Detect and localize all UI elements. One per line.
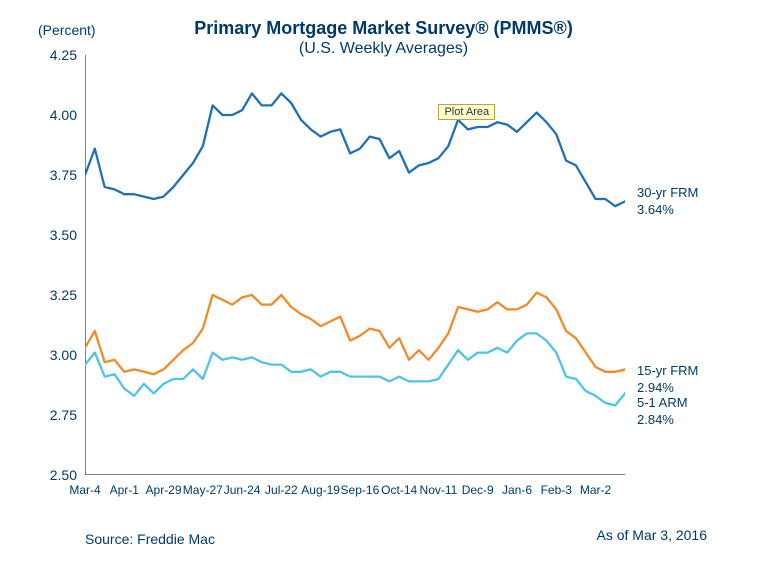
x-tick-label: May-27 <box>183 483 223 497</box>
y-tick-label: 2.75 <box>37 407 77 423</box>
y-tick-label: 3.25 <box>37 287 77 303</box>
x-tick-label: Apr-1 <box>110 483 139 497</box>
chart-title: Primary Mortgage Market Survey® (PMMS®) <box>0 18 767 39</box>
x-tick-label: Feb-3 <box>541 483 572 497</box>
plot-area <box>85 55 625 475</box>
y-tick-label: 4.00 <box>37 107 77 123</box>
source-text: Source: Freddie Mac <box>85 531 215 547</box>
x-tick-label: Oct-14 <box>381 483 417 497</box>
y-tick-label: 3.50 <box>37 227 77 243</box>
y-tick-label: 2.50 <box>37 467 77 483</box>
x-tick-label: Sep-16 <box>341 483 380 497</box>
x-tick-label: Dec-9 <box>462 483 494 497</box>
y-tick-label: 3.75 <box>37 167 77 183</box>
x-tick-label: Mar-4 <box>69 483 100 497</box>
chart-svg <box>85 55 625 475</box>
x-tick-label: Jan-6 <box>502 483 532 497</box>
x-tick-label: Mar-2 <box>580 483 611 497</box>
plot-area-tooltip: Plot Area <box>438 104 495 120</box>
chart-container: (Percent) Primary Mortgage Market Survey… <box>0 0 767 573</box>
series-label: 30-yr FRM3.64% <box>637 185 698 218</box>
asof-text: As of Mar 3, 2016 <box>596 527 707 543</box>
series-label: 5-1 ARM2.84% <box>637 395 688 428</box>
y-tick-label: 3.00 <box>37 347 77 363</box>
x-tick-label: Jun-24 <box>224 483 261 497</box>
x-tick-label: Apr-29 <box>146 483 182 497</box>
series-label: 15-yr FRM2.94% <box>637 363 698 396</box>
y-tick-label: 4.25 <box>37 47 77 63</box>
x-tick-label: Aug-19 <box>301 483 340 497</box>
plot-area-tooltip-text: Plot Area <box>444 106 489 118</box>
x-tick-label: Jul-22 <box>265 483 298 497</box>
x-tick-label: Nov-11 <box>420 483 458 497</box>
